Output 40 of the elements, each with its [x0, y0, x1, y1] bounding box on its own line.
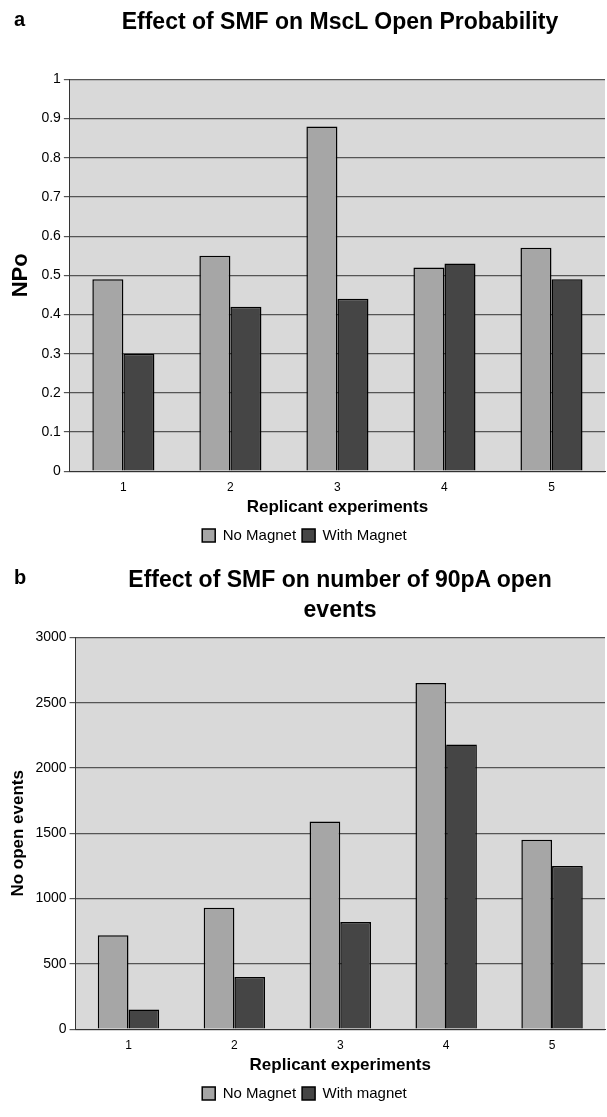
chart-title: Effect of SMF on MscL Open Probability: [120, 7, 560, 36]
y-tick-label: 0.5: [41, 266, 62, 283]
x-tick-label: 4: [441, 479, 449, 494]
x-tick-label: 5: [548, 1037, 556, 1052]
x-tick-label: 3: [334, 479, 342, 494]
text: a: [14, 8, 26, 31]
y-tick-label: 0.1: [41, 422, 62, 439]
y-tick-label: 0.8: [41, 148, 62, 165]
y-tick-label: 0.4: [41, 305, 62, 322]
y-tick-label: 500: [43, 954, 67, 971]
x-axis-title: Replicant experiments: [246, 497, 429, 517]
y-tick-label: 2500: [35, 693, 67, 710]
y-tick-label: 3000: [35, 628, 67, 645]
y-tick-label: 1000: [35, 889, 67, 906]
legend-label: No Magnet: [222, 1083, 297, 1101]
text: b: [14, 566, 27, 589]
y-axis-title: NPo: [7, 253, 33, 298]
y-tick-label: 0.9: [41, 109, 62, 126]
x-tick-label: 5: [548, 479, 556, 494]
y-tick-label: 0.6: [41, 226, 62, 243]
y-tick-label: 0.2: [41, 383, 62, 400]
y-tick-label: 0: [53, 462, 62, 479]
y-axis-title: No open events: [7, 770, 27, 897]
y-tick-label: 1500: [35, 824, 67, 841]
legend-label: With Magnet: [322, 525, 408, 543]
y-tick-label: 1: [53, 70, 62, 87]
x-tick-label: 3: [336, 1037, 344, 1052]
y-tick-label: 0.7: [41, 187, 62, 204]
chart-title: Effect of SMF on number of 90pA open events: [127, 565, 553, 624]
x-axis-title: Replicant experiments: [249, 1055, 431, 1075]
x-tick-label: 1: [120, 479, 128, 494]
x-tick-label: 4: [442, 1037, 450, 1052]
y-tick-label: 2000: [35, 758, 67, 775]
y-tick-label: 0.3: [41, 344, 62, 361]
legend-label: No Magnet: [222, 525, 297, 543]
x-tick-label: 2: [231, 1037, 239, 1052]
legend-label: With magnet: [322, 1083, 408, 1101]
y-tick-label: 0: [58, 1020, 67, 1037]
x-tick-label: 2: [227, 479, 235, 494]
x-tick-label: 1: [125, 1037, 133, 1052]
